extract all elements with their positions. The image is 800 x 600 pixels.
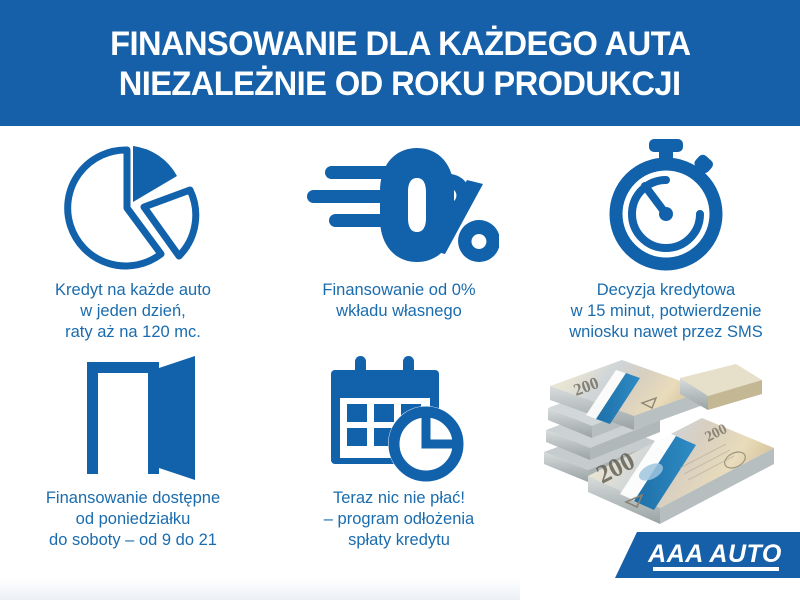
header-title-line-1: FINANSOWANIE DLA KAŻDEGO AUTA [109,25,691,63]
header-title-line-2: NIEZALEŻNIE OD ROKU PRODUKCJI [119,65,681,103]
open-door-icon [63,354,203,482]
feature-item-opening-hours: Finansowanie dostępne od poniedziałku do… [0,354,266,551]
feature-caption: Decyzja kredytowa w 15 minut, potwierdze… [569,281,763,341]
banner-header: FINANSOWANIE DLA KAŻDEGO AUTA NIEZALEŻNI… [0,0,800,126]
feature-item-credit: Kredyt na każde auto w jeden dzień, raty… [0,134,266,343]
feature-grid: Kredyt na każde auto w jeden dzień, raty… [0,126,800,600]
feature-item-deferred-payment: Teraz nic nie płać! – program odłożenia … [266,354,532,551]
feature-item-zero-percent: Finansowanie od 0% wkładu własnego [266,134,532,322]
aaa-auto-logo[interactable]: AAA AUTO [615,532,800,578]
zero-percent-icon [299,134,499,274]
pie-chart-icon [57,134,209,274]
money-and-logo-block: 200 200 200 [520,354,800,600]
calendar-clock-icon [329,354,469,482]
feature-caption: Finansowanie od 0% wkładu własnego [322,281,476,320]
logo-text: AAA AUTO [647,540,782,568]
feature-caption: Finansowanie dostępne od poniedziałku do… [45,489,221,549]
banknote-stacks-image: 200 200 200 [544,360,774,524]
stopwatch-icon [591,134,741,274]
feature-item-decision-time: Decyzja kredytowa w 15 minut, potwierdze… [532,134,800,343]
feature-caption: Kredyt na każde auto w jeden dzień, raty… [55,281,211,341]
feature-caption: Teraz nic nie płać! – program odłożenia … [323,489,475,549]
